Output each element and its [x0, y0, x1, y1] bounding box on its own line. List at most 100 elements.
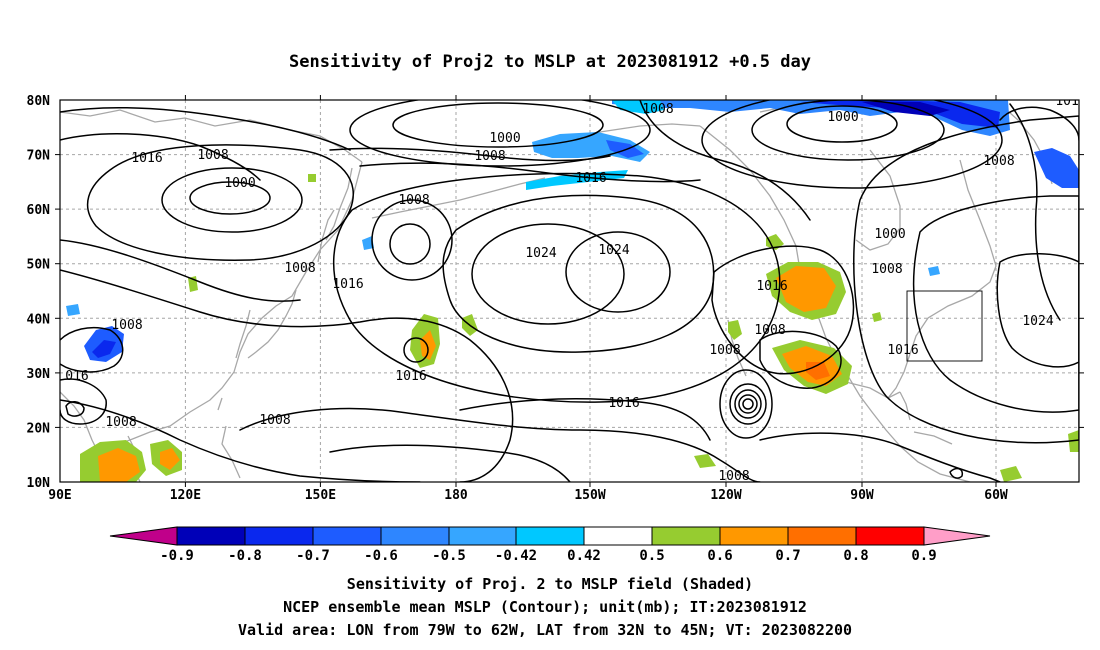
colorbar-label: 0.42 — [567, 548, 601, 564]
shade-negative-small-1 — [362, 236, 374, 250]
shade-positive-southasia-2-core — [160, 448, 180, 470]
coastline-aleutians — [371, 177, 546, 219]
shade-negative-arctic-deep — [862, 102, 950, 116]
lon-labels: 90E 120E 150E 180 150W 120W 90W 60W — [48, 488, 1008, 503]
shade-positive-small-c — [728, 320, 742, 340]
contour-low-india-c — [65, 401, 85, 417]
sensitivity-shading — [66, 100, 1079, 482]
shade-negative-greenland — [1034, 148, 1079, 188]
colorbar-label: -0.7 — [296, 548, 330, 564]
colorbar-end-right — [923, 526, 991, 546]
lon-label: 90E — [48, 488, 71, 503]
contour-label: 1016 — [395, 369, 426, 384]
figure-title: Sensitivity of Proj2 to MSLP at 20230819… — [289, 52, 811, 72]
coastline-hudson-bay — [855, 149, 901, 251]
lon-label: 120E — [170, 488, 201, 503]
coastline-philippines — [221, 425, 241, 479]
contour-greenland-low — [999, 106, 1079, 141]
contour-label: 1008 — [284, 261, 315, 276]
colorbar-swatch — [651, 526, 721, 546]
shade-negative-asia-core — [92, 340, 116, 358]
contour-north-1008-b — [60, 133, 261, 181]
contour-label: 016 — [65, 369, 88, 384]
contour-hurricane-1 — [742, 398, 754, 410]
shade-positive-small-e — [308, 174, 316, 182]
contour-label: 1000 — [827, 110, 858, 125]
lat-label: 10N — [27, 476, 51, 491]
contour-hurricane-3 — [734, 389, 762, 419]
contour-label: 1008 — [105, 415, 136, 430]
lat-labels: 80N 70N 60N 50N 40N 30N 20N 10N — [27, 94, 51, 491]
contour-low-arctic-b-mid — [751, 100, 945, 161]
lon-label: 90W — [850, 488, 874, 503]
coastline-north-america-east — [887, 159, 997, 399]
colorbar-label: -0.42 — [495, 548, 537, 564]
contour-high-pacific-w — [471, 223, 625, 325]
lat-label: 40N — [27, 312, 51, 327]
colorbar-swatch — [719, 526, 789, 546]
contour-low-arctic-b-in — [786, 105, 898, 143]
coastline-taiwan — [217, 397, 223, 411]
colorbar-swatch — [176, 526, 246, 546]
colorbar-swatch — [855, 526, 925, 546]
colorbar-label: 0.8 — [843, 548, 868, 564]
contour-label: 1024 — [598, 243, 629, 258]
contour-trop-small — [949, 467, 964, 479]
contour-label: 1008 — [709, 343, 740, 358]
colorbar: -0.9 -0.8 -0.7 -0.6 -0.5 -0.42 0.42 0.5 … — [109, 526, 991, 564]
lon-label: 60W — [984, 488, 1008, 503]
contour-mid-north-1016 — [359, 162, 701, 183]
contour-high-atlantic-1016 — [913, 195, 1079, 413]
contour-pacific-1016-south — [459, 397, 711, 441]
contour-sea-1008-south — [239, 407, 761, 482]
map-panel: 1008 1000 1008 1016 1000 1008 1008 1016 … — [27, 94, 1086, 503]
contour-label: 1016 — [332, 277, 363, 292]
map-frame — [59, 99, 1080, 483]
contour-low-arctic-b-out — [701, 100, 1003, 189]
colorbar-swatch — [787, 526, 857, 546]
contour-asia-1008-south — [60, 399, 421, 482]
contour-label: 1024 — [1022, 314, 1053, 329]
mslp-contours — [60, 100, 1079, 482]
colorbar-swatch — [380, 526, 450, 546]
shade-negative-alaska-strip — [526, 170, 628, 190]
colorbar-label: 0.7 — [775, 548, 800, 564]
shade-negative-small-2 — [928, 266, 940, 276]
lat-label: 30N — [27, 367, 51, 382]
contour-label: 1008 — [259, 413, 290, 428]
contour-low-asia-in — [189, 181, 271, 215]
contour-high-pacific-1016 — [442, 194, 715, 353]
shade-positive-west-us-core — [776, 266, 836, 312]
lon-label: 120W — [710, 488, 741, 503]
contour-low-india-a — [60, 326, 124, 373]
lat-label: 60N — [27, 203, 51, 218]
grid — [60, 100, 1079, 482]
lon-label: 150W — [574, 488, 605, 503]
shade-negative-bering-inner — [606, 140, 644, 158]
contour-label: 1016 — [887, 343, 918, 358]
caption-line-3: Valid area: LON from 79W to 62W, LAT fro… — [238, 621, 852, 639]
contour-hurricane-5 — [719, 369, 773, 439]
contour-label: 1016 — [1055, 94, 1086, 109]
contour-label: 1016 — [756, 279, 787, 294]
contour-label: 1008 — [871, 262, 902, 277]
contour-label: 1008 — [111, 318, 142, 333]
colorbar-label: 0.5 — [639, 548, 664, 564]
contour-asia-1008-s — [60, 239, 301, 302]
contour-low-asia-mid — [161, 167, 303, 233]
contour-label: 1000 — [489, 131, 520, 146]
contour-low-asia-out — [86, 144, 355, 261]
contour-label: 1000 — [224, 176, 255, 191]
shade-negative-small-3 — [66, 304, 80, 316]
colorbar-swatch — [583, 526, 653, 546]
contour-low-arctic-a-in — [392, 102, 604, 148]
lat-label: 80N — [27, 94, 51, 109]
contour-label: 1000 — [874, 227, 905, 242]
shade-positive-small-b — [766, 234, 784, 250]
colorbar-label: -0.9 — [160, 548, 194, 564]
contour-label: 1016 — [608, 396, 639, 411]
colorbar-label: 0.9 — [911, 548, 936, 564]
contour-label: 1016 — [131, 151, 162, 166]
contour-low-kamchatka-out — [371, 199, 453, 281]
